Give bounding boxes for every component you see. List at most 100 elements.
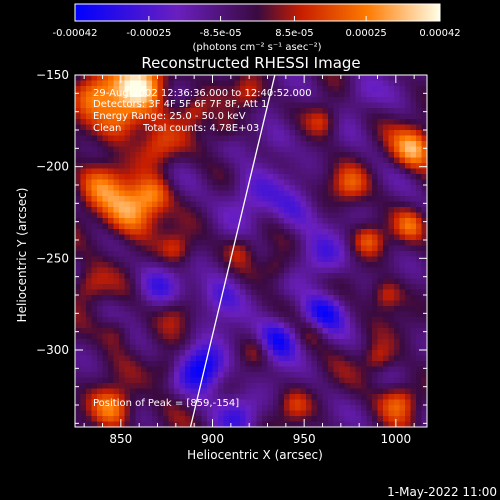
heatmap-cell	[267, 152, 274, 158]
heatmap-cell	[311, 339, 318, 345]
heatmap-cell	[267, 256, 274, 263]
heatmap-cell	[146, 80, 153, 87]
heatmap-cell	[278, 240, 285, 246]
heatmap-cell	[333, 229, 340, 235]
heatmap-cell	[416, 196, 422, 202]
heatmap-cell	[80, 135, 87, 142]
heatmap-cell	[130, 267, 136, 274]
heatmap-cell	[113, 383, 120, 389]
heatmap-cell	[388, 273, 395, 279]
heatmap-cell	[179, 278, 186, 285]
heatmap-cell	[86, 284, 92, 290]
heatmap-cell	[355, 223, 362, 230]
heatmap-cell	[218, 201, 224, 208]
heatmap-cell	[355, 75, 362, 81]
heatmap-cell	[355, 405, 362, 411]
heatmap-cell	[245, 388, 252, 395]
heatmap-cell	[146, 207, 153, 213]
heatmap-cell	[383, 284, 389, 290]
heatmap-cell	[196, 141, 202, 147]
heatmap-cell	[388, 80, 395, 87]
heatmap-cell	[108, 399, 114, 406]
heatmap-cell	[113, 218, 120, 224]
heatmap-cell	[289, 410, 296, 417]
heatmap-cell	[383, 339, 389, 345]
heatmap-cell	[229, 344, 235, 351]
heatmap-cell	[190, 113, 197, 120]
heatmap-cell	[262, 234, 268, 241]
heatmap-cell	[102, 284, 109, 290]
heatmap-cell	[377, 113, 384, 120]
heatmap-cell	[295, 366, 301, 373]
heatmap-cell	[295, 146, 301, 153]
heatmap-cell	[262, 212, 268, 219]
heatmap-cell	[267, 366, 274, 373]
heatmap-cell	[377, 163, 384, 169]
heatmap-cell	[328, 328, 334, 334]
heatmap-cell	[251, 97, 257, 103]
heatmap-cell	[262, 201, 268, 208]
heatmap-cell	[256, 339, 263, 345]
heatmap-cell	[185, 377, 191, 384]
heatmap-cell	[190, 350, 197, 356]
heatmap-cell	[322, 322, 329, 329]
heatmap-cell	[328, 146, 334, 153]
heatmap-cell	[218, 366, 224, 373]
heatmap-cell	[295, 262, 301, 268]
heatmap-cell	[421, 256, 427, 263]
heatmap-cell	[124, 135, 131, 142]
heatmap-cell	[234, 284, 241, 290]
heatmap-cell	[146, 130, 153, 136]
heatmap-cell	[119, 306, 125, 312]
heatmap-cell	[284, 333, 290, 340]
heatmap-cell	[278, 207, 285, 213]
heatmap-cell	[190, 273, 197, 279]
heatmap-cell	[75, 372, 81, 378]
heatmap-cell	[361, 135, 367, 142]
heatmap-cell	[168, 322, 175, 329]
heatmap-cell	[399, 306, 406, 312]
heatmap-cell	[229, 278, 235, 285]
heatmap-cell	[350, 273, 356, 279]
heatmap-cell	[223, 306, 230, 312]
heatmap-cell	[339, 300, 345, 307]
heatmap-cell	[190, 322, 197, 329]
heatmap-cell	[273, 350, 279, 356]
heatmap-cell	[75, 113, 81, 120]
colorbar-tick-label: -8.5e-05	[200, 28, 242, 39]
heatmap-cell	[256, 317, 263, 323]
heatmap-cell	[328, 174, 334, 180]
heatmap-cell	[245, 251, 252, 257]
heatmap-cell	[152, 163, 158, 169]
heatmap-cell	[201, 278, 208, 285]
heatmap-cell	[421, 130, 427, 136]
heatmap-cell	[311, 306, 318, 312]
heatmap-cell	[201, 333, 208, 340]
heatmap-cell	[124, 339, 131, 345]
heatmap-cell	[322, 399, 329, 406]
heatmap-cell	[212, 141, 219, 147]
heatmap-cell	[405, 295, 411, 301]
heatmap-cell	[190, 278, 197, 285]
heatmap-cell	[366, 262, 373, 268]
heatmap-cell	[273, 284, 279, 290]
heatmap-cell	[157, 179, 164, 186]
heatmap-cell	[135, 185, 142, 191]
heatmap-cell	[157, 300, 164, 307]
heatmap-cell	[119, 234, 125, 241]
heatmap-cell	[108, 333, 114, 340]
heatmap-cell	[295, 141, 301, 147]
heatmap-cell	[355, 245, 362, 252]
heatmap-cell	[350, 130, 356, 136]
heatmap-cell	[284, 410, 290, 417]
heatmap-cell	[223, 251, 230, 257]
heatmap-cell	[135, 212, 142, 219]
heatmap-cell	[113, 113, 120, 120]
heatmap-cell	[196, 295, 202, 301]
heatmap-cell	[97, 300, 103, 307]
heatmap-cell	[185, 267, 191, 274]
heatmap-cell	[119, 179, 125, 186]
heatmap-cell	[207, 168, 213, 175]
heatmap-cell	[377, 97, 384, 103]
heatmap-cell	[163, 185, 169, 191]
